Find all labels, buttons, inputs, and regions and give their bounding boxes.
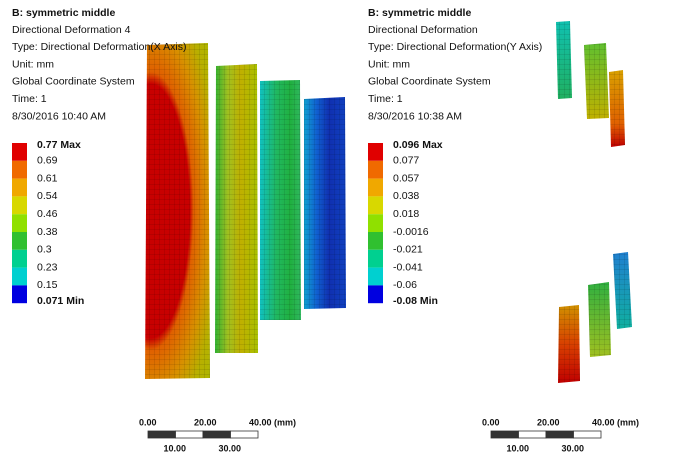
scale-bar-segment [203,431,231,438]
header-line: Directional Deformation [368,24,478,36]
header-line: 8/30/2016 10:40 AM [12,110,106,122]
scale-label: 40.00 (mm) [592,417,639,427]
legend-label: 0.077 [393,155,419,167]
header-line: Unit: mm [368,58,410,70]
legend-swatch [368,232,383,250]
legend-label: 0.071 Min [37,295,84,307]
scale-label: 40.00 (mm) [249,417,296,427]
legend-swatch [12,196,27,214]
legend-label: -0.041 [393,261,423,273]
scale-bar-segment [519,431,547,438]
legend-label: -0.08 Min [393,295,438,307]
scale-bar-segment [231,431,259,438]
header-line: Type: Directional Deformation(X Axis) [12,41,186,53]
legend-label: -0.06 [393,279,417,291]
legend-swatch [12,179,27,197]
header-line: Global Coordinate System [368,76,491,88]
legend-label: -0.021 [393,244,423,256]
legend-swatch [12,232,27,250]
legend-label: 0.15 [37,279,58,291]
legend-swatch [12,214,27,232]
scale-label: 0.00 [139,417,157,427]
legend-swatch [368,285,383,303]
legend-label: 0.23 [37,261,58,273]
scale-label: 30.00 [219,443,242,453]
legend-swatch [368,250,383,268]
scale-label: 30.00 [562,443,585,453]
scale-bar-segment [574,431,602,438]
legend-swatch [12,268,27,286]
header-line: Unit: mm [12,58,54,70]
left-model [145,43,346,379]
legend-label: 0.3 [37,244,52,256]
right-model [556,21,632,383]
legend-label: 0.54 [37,190,58,202]
header-line: Time: 1 [12,93,47,105]
scale-bar-segment [546,431,574,438]
scale-bar-segment [148,431,176,438]
legend-label: 0.77 Max [37,139,81,151]
legend-swatch [368,196,383,214]
legend-label: -0.0016 [393,226,429,238]
page: B: symmetric middle Directional Deformati… [0,0,673,455]
header-title: B: symmetric middle [368,7,471,19]
legend-swatch [368,161,383,179]
legend-swatch [368,179,383,197]
legend-label: 0.38 [37,226,58,238]
legend-label: 0.69 [37,155,58,167]
legend-swatch [12,143,27,161]
scale-label: 20.00 [194,417,217,427]
legend-swatch [12,285,27,303]
scale-label: 20.00 [537,417,560,427]
scale-label: 10.00 [164,443,187,453]
legend-label: 0.038 [393,190,419,202]
header-line: Time: 1 [368,93,403,105]
scale-label: 10.00 [507,443,530,453]
legend-swatch [368,143,383,161]
scale-label: 0.00 [482,417,500,427]
header-line: Directional Deformation 4 [12,24,131,36]
header-line: Global Coordinate System [12,76,135,88]
legend-label: 0.61 [37,172,58,184]
header-line: 8/30/2016 10:38 AM [368,110,462,122]
legend-swatch [12,161,27,179]
legend-label: 0.46 [37,208,58,220]
header-line: Type: Directional Deformation(Y Axis) [368,41,542,53]
scale-bar-segment [176,431,204,438]
legend-label: 0.096 Max [393,139,443,151]
legend-label: 0.057 [393,172,419,184]
legend-swatch [368,268,383,286]
legend-swatch [368,214,383,232]
header-title: B: symmetric middle [12,7,115,19]
legend-swatch [12,250,27,268]
scale-bar-segment [491,431,519,438]
legend-label: 0.018 [393,208,419,220]
screenshot: B: symmetric middle Directional Deformati… [0,0,673,455]
